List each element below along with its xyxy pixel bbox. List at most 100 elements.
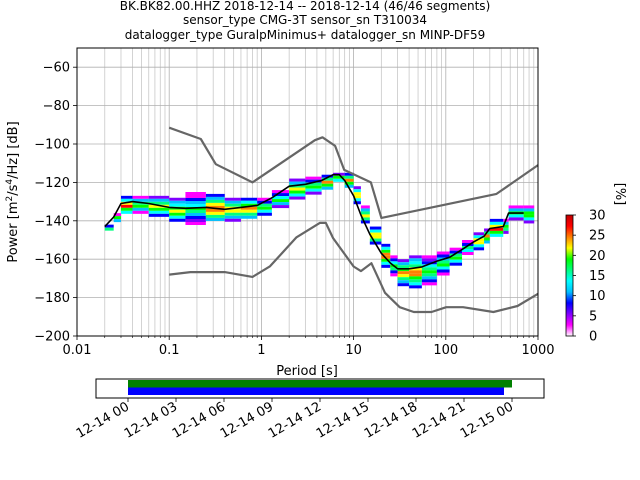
density-cell: [397, 268, 410, 272]
y-tick-label: −60: [43, 61, 70, 76]
density-cell: [409, 264, 422, 268]
coverage-tick-label: 12-14 15: [314, 399, 372, 441]
density-cell: [390, 261, 398, 265]
density-cell: [240, 200, 258, 204]
density-cell: [289, 193, 306, 197]
density-cell: [390, 270, 398, 274]
density-cell: [462, 246, 474, 249]
density-cell: [289, 187, 306, 191]
density-cell: [503, 227, 509, 231]
density-cell: [523, 217, 535, 221]
density-cell: [132, 195, 149, 199]
density-cell: [240, 212, 258, 216]
density-cell: [489, 233, 504, 237]
density-cell: [449, 259, 463, 263]
plot-frame: [76, 47, 539, 337]
density-cell: [360, 220, 370, 224]
density-cell: [205, 202, 225, 206]
density-cell: [409, 282, 422, 286]
density-cell: [333, 178, 345, 182]
density-cell: [462, 243, 474, 246]
density-cell: [390, 255, 398, 259]
density-cell: [473, 247, 485, 251]
density-cell: [240, 197, 258, 201]
density-cell: [353, 195, 361, 199]
density-cell: [409, 279, 422, 283]
density-cell: [333, 175, 345, 179]
density-cell: [462, 240, 474, 243]
density-cell: [360, 214, 370, 218]
density-cell: [305, 188, 322, 192]
nhnm-curve: [168, 126, 539, 219]
density-cell: [113, 216, 121, 220]
density-cell: [104, 227, 114, 231]
density-cell: [205, 214, 225, 218]
density-cell: [120, 207, 133, 211]
density-cell: [224, 218, 241, 222]
colorbar-ticks: 0 5 10 15 20 25 30: [573, 209, 606, 345]
density-cell: [381, 243, 391, 247]
density-cell: [489, 230, 504, 234]
density-cell: [305, 179, 322, 183]
density-cell: [473, 241, 485, 245]
coverage-bar: [128, 387, 504, 395]
y-axis-ticks: −200 −180 −160 −140 −120 −100 −80 −60: [34, 61, 77, 345]
density-cell: [436, 260, 450, 264]
density-cell: [321, 180, 334, 184]
density-cell: [205, 199, 225, 203]
density-cell: [185, 201, 206, 204]
density-cell: [344, 181, 354, 185]
density-cell: [484, 234, 490, 238]
x-tick-label: 1: [257, 343, 265, 358]
density-cell: [360, 208, 370, 212]
density-cell: [344, 178, 354, 182]
colorbar-tick-label: 0: [589, 330, 597, 345]
density-cell: [289, 178, 306, 182]
density-cell: [421, 276, 437, 280]
density-cell: [205, 193, 225, 197]
density-cell: [321, 186, 334, 190]
density-cell: [421, 267, 437, 271]
density-cell: [397, 274, 410, 278]
density-cell: [449, 250, 463, 254]
y-tick-label: −200: [34, 330, 70, 345]
density-cell: [381, 252, 391, 256]
density-cell: [132, 207, 149, 211]
density-cell: [169, 209, 186, 213]
density-cell: [508, 208, 524, 212]
density-cell: [305, 191, 322, 195]
density-cell: [240, 209, 258, 213]
density-cell: [421, 282, 437, 286]
density-cell: [148, 204, 170, 208]
density-cell: [271, 202, 290, 206]
density-cell: [148, 195, 170, 199]
density-cell: [503, 224, 509, 228]
density-cell: [305, 182, 322, 186]
density-cell: [185, 216, 206, 219]
density-cell: [397, 271, 410, 275]
density-cell: [185, 213, 206, 216]
density-cell: [185, 219, 206, 222]
colorbar-tick-label: 30: [589, 209, 606, 224]
density-cell: [369, 232, 382, 236]
density-cell: [257, 209, 272, 213]
density-cell: [344, 172, 354, 176]
colorbar-tick-label: 15: [589, 269, 606, 284]
title-line-3: datalogger_type GuralpMinimus+ datalogge…: [125, 28, 486, 42]
density-cell: [397, 265, 410, 269]
mode-curve: [104, 173, 524, 270]
density-cell: [353, 186, 361, 190]
density-cell: [185, 210, 206, 213]
density-cell: [257, 197, 272, 201]
density-cell: [449, 253, 463, 257]
density-cell: [409, 273, 422, 277]
mode-curve-layer: [104, 173, 524, 270]
density-cell: [369, 229, 382, 233]
density-cell: [360, 205, 370, 209]
x-axis-label: Period [s]: [276, 364, 338, 379]
density-cell: [462, 249, 474, 252]
density-cell: [205, 211, 225, 215]
density-cell: [257, 206, 272, 210]
density-cell: [120, 210, 133, 214]
